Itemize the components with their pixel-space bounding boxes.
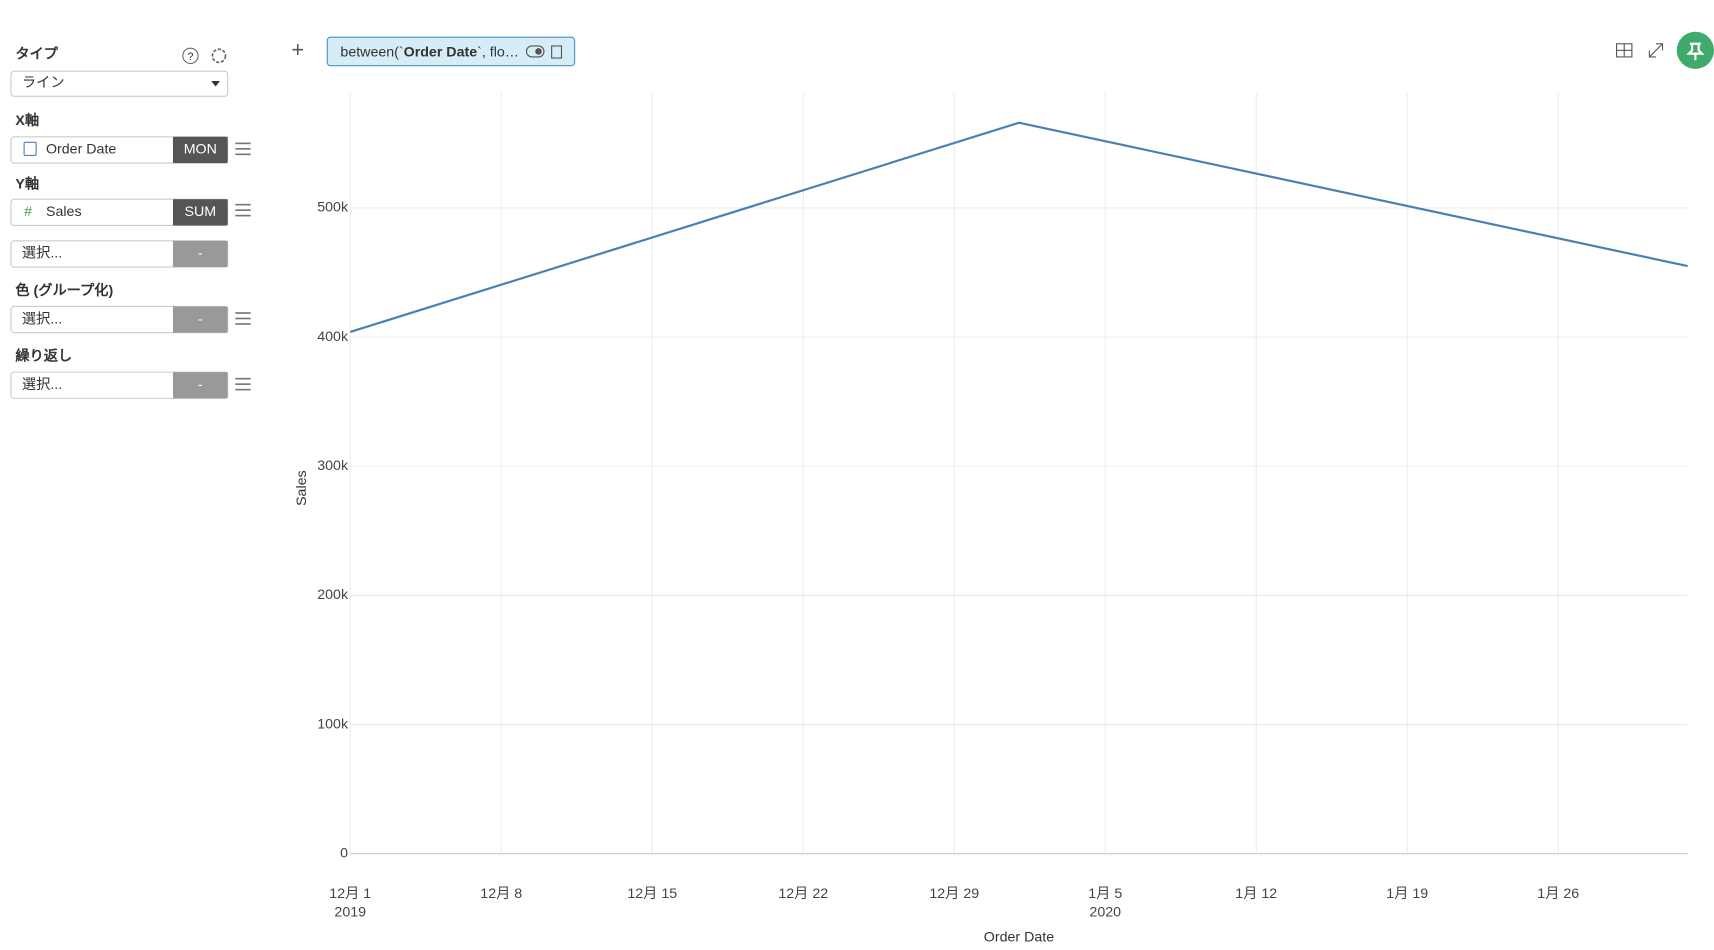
color-menu[interactable] [235, 312, 251, 325]
y-tick-label: 100k [317, 716, 349, 732]
settings-icon[interactable] [211, 48, 227, 64]
y-tick-label: 400k [317, 329, 349, 345]
help-icon[interactable] [182, 47, 199, 65]
filter-suffix: `, flo… [477, 44, 519, 60]
y-tick-label: 200k [317, 587, 349, 603]
y-agg[interactable] [172, 199, 228, 226]
x-tick-label: 1月 26 [1537, 886, 1579, 902]
expand-icon[interactable] [1648, 43, 1664, 58]
x-tick-label: 1月 19 [1386, 886, 1428, 902]
delete-icon[interactable] [551, 45, 563, 59]
y-menu[interactable] [235, 203, 251, 217]
color-placeholder: 選択... [22, 310, 62, 327]
x-field-name: Order Date [46, 142, 116, 158]
x-tick-label: 12月 22 [778, 886, 828, 902]
y-tick-label: 500k [317, 200, 349, 216]
line [349, 121, 1688, 333]
filter-chip[interactable] [326, 36, 576, 67]
filter-prefix: between(` [340, 44, 403, 60]
y-field-name: Sales [46, 204, 82, 220]
repeat-placeholder: 選択... [22, 376, 62, 393]
x-tick-label: 12月 15 [627, 886, 677, 902]
y-tick-label: 300k [317, 458, 349, 474]
repeat-label: 繰り返し [15, 347, 72, 365]
x-tick-label: 12月 1 [329, 886, 371, 902]
x-agg-text: MON [184, 142, 217, 158]
repeat-agg-text: - [198, 377, 203, 393]
calendar-icon [23, 141, 37, 156]
x-agg[interactable] [172, 136, 228, 164]
type-select[interactable] [10, 70, 229, 97]
y-axis-title: Sales [294, 470, 310, 506]
y-axis-label: Y軸 [15, 175, 39, 193]
x-tick-label: 12月 8 [480, 886, 522, 902]
repeat-agg[interactable] [172, 372, 228, 399]
x-tick-label: 1月 12 [1235, 886, 1277, 902]
y-tick-label: 0 [340, 845, 348, 861]
extra-agg-text: - [198, 246, 203, 262]
color-label: 色 (グループ化) [15, 281, 113, 299]
color-agg[interactable] [172, 306, 228, 333]
y-agg-text: SUM [185, 204, 217, 220]
x-tick-label: 12月 29 [929, 886, 979, 902]
x-tick-sublabel: 2020 [1089, 905, 1121, 921]
type-value: ライン [22, 75, 65, 91]
dropdown-arrow [211, 80, 221, 87]
extra-agg[interactable] [172, 240, 228, 268]
x-menu[interactable] [235, 142, 251, 156]
pin-button[interactable] [1676, 31, 1714, 69]
chart: Sales Order Date 12月 1 2019 12月 8 12月 15 12月… [294, 93, 1688, 946]
extra-placeholder: 選択... [22, 245, 62, 262]
x-tick-sublabel: 2019 [334, 905, 366, 921]
toggle-knob [535, 48, 542, 55]
type-label: タイプ [15, 45, 58, 62]
filter-text: between(`Order Date`, flo… [340, 44, 519, 60]
help-glyph: ? [187, 51, 193, 63]
filter-field: Order Date [404, 44, 478, 60]
x-axis-label: X軸 [15, 111, 39, 129]
toggle-icon[interactable] [525, 45, 545, 58]
x-axis-title: Order Date [984, 930, 1054, 946]
x-tick-label: 1月 5 [1088, 886, 1122, 902]
number-icon: # [24, 204, 32, 220]
color-agg-text: - [198, 311, 203, 327]
pin-icon [1686, 42, 1705, 61]
add-filter[interactable]: + [291, 37, 304, 62]
repeat-menu[interactable] [235, 377, 251, 391]
